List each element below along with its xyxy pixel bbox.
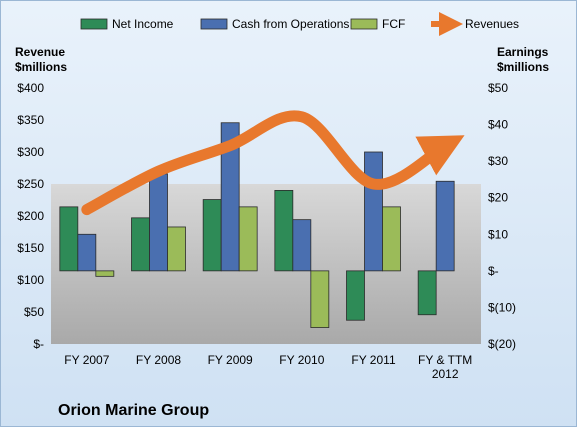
right-axis-tick-label: $50	[488, 81, 508, 95]
right-axis-title: Earnings	[497, 45, 549, 59]
legend-swatch-cash-from-operations	[200, 18, 228, 30]
bar-net-income	[346, 270, 365, 321]
bar-net-income	[274, 189, 294, 272]
bar-fcf	[382, 206, 401, 272]
left-axis-tick-label: $50	[24, 305, 44, 319]
legend-label-cash-from-operations: Cash from Operations	[232, 17, 349, 31]
x-axis-tick-label: FY 2007	[64, 353, 109, 367]
right-axis-title: $millions	[497, 60, 549, 74]
legend-label-revenues: Revenues	[465, 17, 519, 31]
left-axis-tick-label: $250	[17, 177, 44, 191]
bar-net-income	[202, 199, 222, 272]
right-axis-tick-label: $10	[488, 227, 508, 241]
bar-cash-from-operations	[292, 219, 312, 272]
left-axis-tick-label: $400	[17, 81, 44, 95]
left-axis-title: $millions	[15, 60, 67, 74]
bar-fcf	[167, 226, 186, 272]
bar-cash-from-operations	[149, 173, 168, 272]
bar-net-income	[131, 217, 150, 272]
left-axis-tick-label: $300	[17, 145, 44, 159]
x-axis-tick-label: 2012	[432, 367, 459, 381]
left-axis-tick-label: $200	[17, 209, 44, 223]
right-axis-tick-label: $20	[488, 191, 508, 205]
bar-cash-from-operations	[77, 233, 97, 272]
right-axis-tick-label: $30	[488, 154, 508, 168]
right-axis-tick-label: $40	[488, 118, 508, 132]
right-axis-tick-label: $-	[488, 264, 499, 278]
bar-fcf	[95, 270, 115, 277]
bar-cash-from-operations	[220, 122, 240, 272]
x-axis-tick-label: FY 2009	[208, 353, 253, 367]
legend-swatch-fcf	[350, 18, 378, 30]
x-axis-tick-label: FY 2010	[279, 353, 324, 367]
bar-net-income	[59, 206, 79, 272]
right-axis-tick-label: $(10)	[488, 300, 516, 314]
legend-swatch-net-income	[80, 18, 108, 30]
left-axis-title: Revenue	[15, 45, 65, 59]
bar-cash-from-operations	[364, 151, 383, 272]
bar-cash-from-operations	[435, 180, 455, 272]
bar-fcf	[310, 270, 330, 328]
bar-fcf	[238, 206, 258, 272]
left-axis-tick-label: $-	[33, 337, 44, 351]
right-axis-tick-label: $(20)	[488, 337, 516, 351]
plot-background-band	[51, 184, 481, 344]
x-axis-tick-label: FY & TTM	[418, 353, 472, 367]
left-axis-tick-label: $150	[17, 241, 44, 255]
x-axis-tick-label: FY 2011	[351, 353, 396, 367]
left-axis-tick-label: $350	[17, 113, 44, 127]
left-axis-tick-label: $100	[17, 273, 44, 287]
chart-title: Orion Marine Group	[58, 402, 209, 419]
legend-label-fcf: FCF	[382, 17, 405, 31]
legend-label-net-income: Net Income	[112, 17, 174, 31]
bar-net-income	[417, 270, 437, 316]
line-revenues	[81, 110, 465, 216]
x-axis-tick-label: FY 2008	[136, 353, 181, 367]
